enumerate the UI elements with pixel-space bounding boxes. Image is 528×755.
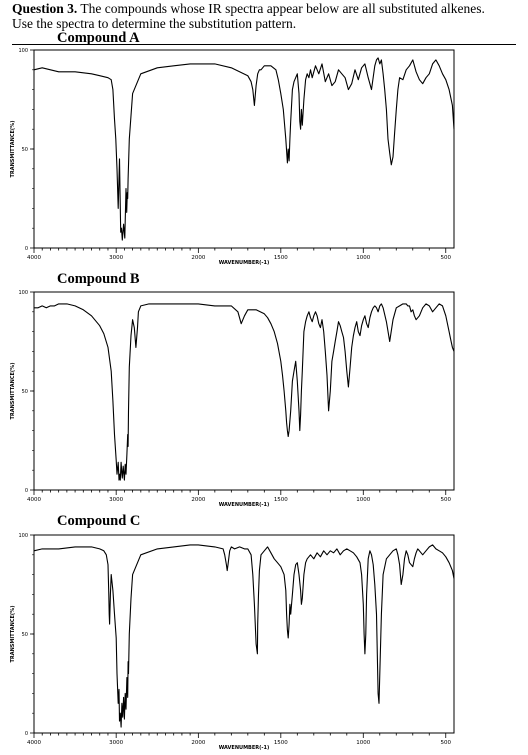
spectrum-line: [33, 57, 455, 241]
y-tick-label: 0: [25, 731, 28, 737]
spectrum-compound-b: 4000 3000 2000 1500 1000 500 WAVENUMBER(-1) 0 50…: [10, 290, 455, 508]
y-tick-label: 50: [22, 389, 28, 395]
y-tick-label: 100: [18, 290, 28, 296]
compound-a-title: Compound A: [57, 30, 140, 46]
spectrum-line: [33, 544, 455, 728]
spectrum-line: [34, 303, 455, 481]
y-tick-label: 0: [25, 488, 28, 494]
compound-b-title: Compound B: [57, 271, 140, 287]
y-tick-label: 100: [18, 48, 28, 54]
y-axis-label: TRANSMITTANCE(%): [10, 362, 16, 419]
y-tick-label: 50: [22, 632, 28, 638]
x-tick-label: 3000: [109, 497, 123, 503]
x-tick-label: 2000: [191, 255, 205, 261]
x-tick-label: 2000: [191, 740, 205, 746]
y-tick-label: 100: [18, 533, 28, 539]
x-tick-label: 3000: [109, 740, 123, 746]
x-tick-label: 500: [441, 740, 452, 746]
x-tick-label: 1500: [274, 497, 288, 503]
y-tick-label: 50: [22, 147, 28, 153]
x-tick-label: 3000: [109, 255, 123, 261]
spectrum-compound-a: 4000 3000 2000 1500 1000 500 WAVENUMBER(-1) 0 50…: [10, 48, 455, 266]
x-axis-label: WAVENUMBER(-1): [219, 745, 270, 751]
spectrum-compound-c: 4000 3000 2000 1500 1000 500 WAVENUMBER(-1) 0 50…: [10, 533, 455, 751]
x-tick-label: 4000: [27, 497, 41, 503]
x-axis-label: WAVENUMBER(-1): [219, 502, 270, 508]
x-axis-label: WAVENUMBER(-1): [219, 260, 270, 266]
x-tick-label: 4000: [27, 255, 41, 261]
question-text: Question 3. The compounds whose IR spect…: [12, 1, 524, 31]
x-tick-label: 1000: [356, 255, 370, 261]
x-tick-label: 1500: [274, 255, 288, 261]
compound-c-title: Compound C: [57, 513, 141, 529]
x-tick-label: 500: [441, 255, 452, 261]
question-line2: Use the spectra to determine the substit…: [12, 16, 297, 31]
x-tick-label: 4000: [27, 740, 41, 746]
question-label: Question 3.: [12, 1, 78, 16]
title-rule: [12, 44, 516, 45]
x-tick-label: 1000: [356, 497, 370, 503]
question-line1: The compounds whose IR spectra appear be…: [77, 1, 485, 16]
x-tick-label: 1500: [274, 740, 288, 746]
x-tick-label: 1000: [356, 740, 370, 746]
plot-frame: [33, 49, 455, 249]
y-axis-label: TRANSMITTANCE(%): [10, 605, 16, 662]
y-axis-label: TRANSMITTANCE(%): [10, 120, 16, 177]
plot-frame: [33, 534, 455, 734]
y-tick-label: 0: [25, 246, 28, 252]
x-tick-label: 500: [441, 497, 452, 503]
x-tick-label: 2000: [191, 497, 205, 503]
